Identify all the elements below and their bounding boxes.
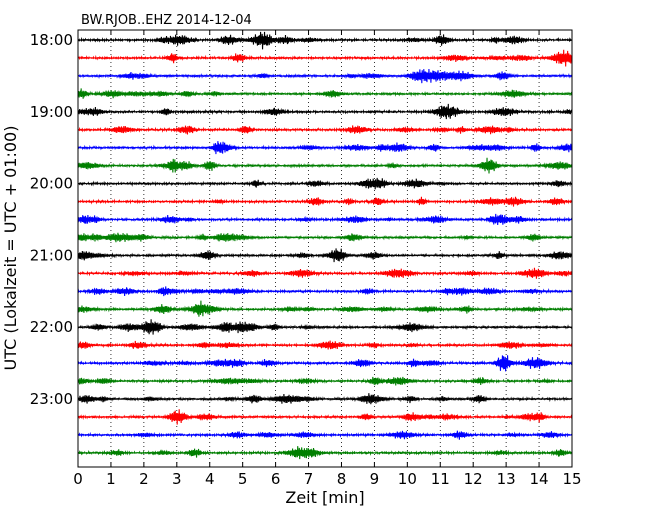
- trace-2130: [77, 286, 573, 297]
- seismogram-traces: [77, 31, 573, 460]
- x-tick-label: 3: [172, 470, 182, 488]
- x-tick-label: 8: [337, 470, 347, 488]
- trace-2300: [77, 393, 573, 405]
- trace-2045: [77, 232, 573, 243]
- trace-2015: [77, 196, 573, 207]
- x-tick-label: 11: [431, 470, 450, 488]
- y-tick-label: 21:00: [30, 246, 73, 264]
- trace-2230: [77, 355, 573, 372]
- x-tick-label: 5: [238, 470, 248, 488]
- x-tick-label: 7: [304, 470, 314, 488]
- chart-title: BW.RJOB..EHZ 2014-12-04: [81, 13, 252, 28]
- y-tick-label: 23:00: [30, 390, 73, 408]
- trace-1945: [77, 157, 573, 174]
- x-tick-label: 0: [73, 470, 83, 488]
- x-tick-label: 2: [139, 470, 149, 488]
- trace-2315: [77, 409, 573, 425]
- x-tick-label: 9: [370, 470, 380, 488]
- trace-2215: [77, 340, 573, 350]
- trace-2345: [77, 446, 573, 460]
- x-axis-label: Zeit [min]: [285, 488, 364, 507]
- trace-1845: [77, 88, 573, 99]
- x-tick-label: 12: [464, 470, 483, 488]
- trace-2100: [77, 248, 573, 263]
- trace-2030: [77, 213, 573, 226]
- trace-2245: [77, 376, 573, 386]
- x-tick-label: 6: [271, 470, 281, 488]
- trace-2000: [77, 177, 573, 190]
- y-tick-label: 19:00: [30, 103, 73, 121]
- y-tick-label: 20:00: [30, 175, 73, 193]
- y-axis-label: UTC (Lokalzeit = UTC + 01:00): [1, 126, 20, 371]
- x-tick-label: 13: [497, 470, 516, 488]
- trace-1930: [77, 141, 573, 155]
- trace-1900: [77, 103, 573, 120]
- trace-2145: [77, 300, 573, 317]
- y-axis: 18:00 19:00 20:00 21:00 22:00 23:00: [30, 31, 572, 408]
- x-tick-label: 4: [205, 470, 215, 488]
- trace-2330: [77, 430, 573, 440]
- trace-1830: [77, 68, 573, 84]
- y-tick-label: 22:00: [30, 318, 73, 336]
- trace-1800: [77, 31, 573, 50]
- plot-frame: [77, 29, 573, 468]
- trace-2200: [77, 319, 573, 335]
- x-tick-label: 14: [530, 470, 549, 488]
- grid-lines: [110, 30, 540, 467]
- y-tick-label: 18:00: [30, 31, 73, 49]
- x-tick-label: 1: [106, 470, 116, 488]
- x-tick-label: 10: [398, 470, 417, 488]
- x-tick-label: 15: [562, 470, 581, 488]
- trace-2115: [77, 267, 573, 279]
- trace-1815: [77, 49, 573, 67]
- trace-1915: [77, 125, 573, 135]
- x-axis: 0 1 2 3 4 5 6 7 8 9 10 11 12 13 14 15: [73, 30, 582, 488]
